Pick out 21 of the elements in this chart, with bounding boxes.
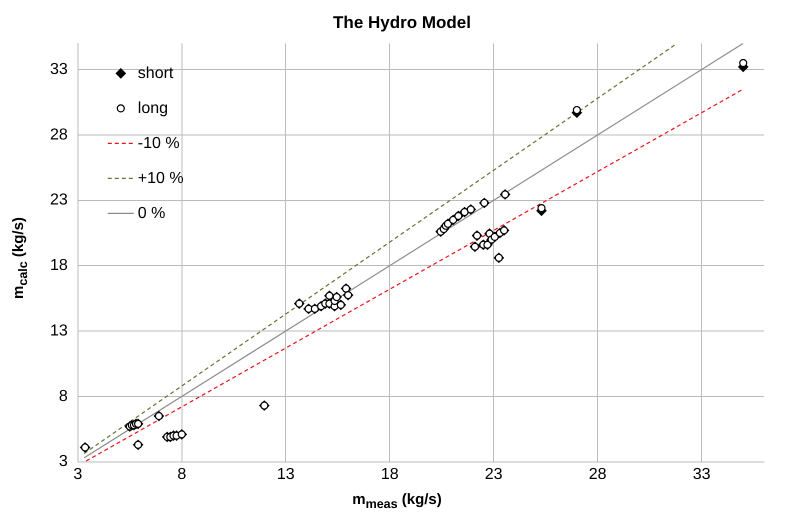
chart-title: The Hydro Model — [333, 12, 471, 32]
legend-label: -10 % — [138, 134, 180, 152]
legend-label: long — [138, 100, 168, 117]
x-tick-label: 18 — [380, 466, 399, 483]
y-tick-label: 13 — [50, 322, 68, 340]
legend-label: 0 % — [138, 204, 166, 222]
x-axis-title: m$_{meas}$ (kg/s) — [351, 491, 443, 511]
y-tick-label: 3 — [58, 453, 68, 470]
legend-label: short — [138, 64, 174, 82]
y-tick-label: 28 — [50, 126, 68, 144]
legend-label: +10 % — [138, 170, 184, 187]
y-tick-label: 23 — [50, 192, 68, 209]
x-tick-label: 8 — [177, 466, 186, 483]
x-tick-label: 33 — [692, 466, 711, 483]
y-tick-label: 33 — [50, 60, 68, 78]
x-tick-label: 23 — [484, 466, 503, 483]
y-tick-label: 18 — [50, 257, 68, 274]
y-tick-label: 8 — [58, 388, 68, 405]
x-tick-label: 13 — [276, 466, 295, 483]
x-tick-label: 3 — [73, 466, 82, 483]
x-tick-label: 28 — [588, 466, 607, 483]
